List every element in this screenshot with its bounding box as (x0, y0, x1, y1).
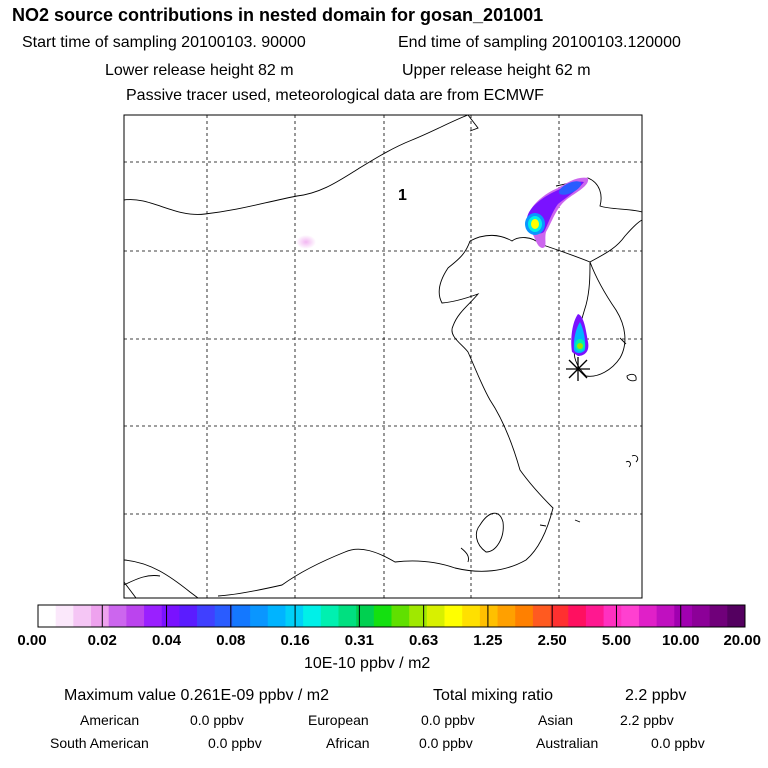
region-south-american-value: 0.0 ppbv (208, 735, 262, 751)
total-mixing-label: Total mixing ratio (433, 687, 554, 704)
region-asian-name: Asian (538, 712, 574, 728)
colorbar-tick-label-4: 0.16 (280, 632, 309, 649)
colorbar-segment-16 (320, 605, 339, 627)
colorbar-tick-label-3: 0.08 (216, 632, 245, 649)
map-gridlines (124, 115, 642, 598)
colorbar-segment-33 (621, 605, 640, 627)
hotspot-korea (571, 314, 589, 356)
colorbar-segment-7 (161, 605, 180, 627)
colorbar-segment-8 (179, 605, 198, 627)
region-australian-name: Australian (536, 735, 599, 751)
colorbar-segment-1 (55, 605, 74, 627)
colorbar-segment-37 (691, 605, 711, 627)
colorbar-segment-30 (568, 605, 587, 627)
colorbar-segment-31 (585, 605, 604, 627)
colorbar-tick-label-8: 2.50 (538, 632, 567, 649)
region-american-name: American (80, 712, 140, 728)
colorbar-segment-24 (462, 605, 481, 627)
colorbar-segment-17 (338, 605, 357, 627)
colorbar-tick-label-11: 20.00 (723, 632, 761, 649)
colorbar-segment-22 (426, 605, 445, 627)
colorbar-segment-35 (656, 605, 675, 627)
max-value-text: Maximum value 0.261E-09 ppbv / m2 (64, 687, 330, 704)
lower-release-label: Lower release height 82 m (105, 62, 294, 79)
colorbar-segment-12 (250, 605, 269, 627)
colorbar-segment-38 (709, 605, 728, 627)
region-european-name: European (308, 712, 369, 728)
colorbar-segment-28 (532, 605, 551, 627)
colorbar-segment-14 (285, 605, 304, 627)
colorbar-segment-6 (144, 605, 163, 627)
colorbar-segment-11 (232, 605, 251, 627)
colorbar-segments (38, 605, 746, 627)
colorbar-tick-label-0: 0.00 (17, 632, 46, 649)
colorbar-tick-label-1: 0.02 (88, 632, 117, 649)
chart-title: NO2 source contributions in nested domai… (12, 5, 544, 25)
region-european-value: 0.0 ppbv (421, 712, 475, 728)
colorbar-segment-36 (674, 605, 693, 627)
colorbar-segment-27 (515, 605, 534, 627)
end-time-label: End time of sampling 20100103.120000 (398, 34, 681, 51)
region-american-value: 0.0 ppbv (190, 712, 244, 728)
colorbar-tick-label-10: 10.00 (662, 632, 700, 649)
start-time-label: Start time of sampling 20100103. 90000 (22, 34, 306, 51)
colorbar-tick-label-5: 0.31 (345, 632, 374, 649)
colorbar-segment-25 (479, 605, 498, 627)
hotspot-faint (296, 235, 316, 249)
colorbar-unit: 10E-10 ppbv / m2 (304, 655, 431, 672)
colorbar-segment-0 (38, 605, 57, 627)
colorbar-segment-3 (91, 605, 110, 627)
region-australian-value: 0.0 ppbv (651, 735, 705, 751)
region-african-name: African (326, 735, 370, 751)
hotspots (296, 177, 589, 356)
region-african-value: 0.0 ppbv (419, 735, 473, 751)
upper-release-label: Upper release height 62 m (402, 62, 591, 79)
colorbar-ticks: 0.00 0.02 0.04 0.08 0.16 0.31 0.63 1.25 2.50 5.00… (17, 605, 761, 649)
map-label-1: 1 (398, 187, 407, 204)
coastlines (124, 115, 642, 598)
colorbar-segment-4 (108, 605, 127, 627)
colorbar-segment-13 (267, 605, 286, 627)
colorbar-segment-21 (409, 605, 428, 627)
colorbar-segment-29 (550, 605, 569, 627)
colorbar-segment-15 (303, 605, 322, 627)
colorbar-segment-19 (373, 605, 392, 627)
colorbar-segment-2 (73, 605, 92, 627)
colorbar-segment-34 (638, 605, 658, 627)
colorbar-segment-23 (444, 605, 463, 627)
colorbar-segment-20 (391, 605, 410, 627)
tracer-note: Passive tracer used, meteorological data… (126, 87, 544, 104)
colorbar-segment-9 (197, 605, 216, 627)
region-asian-value: 2.2 ppbv (620, 712, 674, 728)
hotspot-northeast-plume (525, 177, 589, 248)
colorbar-tick-label-9: 5.00 (602, 632, 631, 649)
colorbar-segment-32 (603, 605, 622, 627)
receptor-asterisk-icon (566, 357, 590, 381)
colorbar-segment-5 (126, 605, 145, 627)
colorbar-segment-10 (214, 605, 233, 627)
total-mixing-value: 2.2 ppbv (625, 687, 687, 704)
colorbar-segment-18 (356, 605, 375, 627)
colorbar-tick-label-2: 0.04 (152, 632, 182, 649)
region-south-american-name: South American (50, 735, 149, 751)
colorbar-segment-26 (497, 605, 516, 627)
colorbar-segment-39 (727, 605, 746, 627)
colorbar-tick-label-6: 0.63 (409, 632, 438, 649)
colorbar-tick-label-7: 1.25 (473, 632, 502, 649)
